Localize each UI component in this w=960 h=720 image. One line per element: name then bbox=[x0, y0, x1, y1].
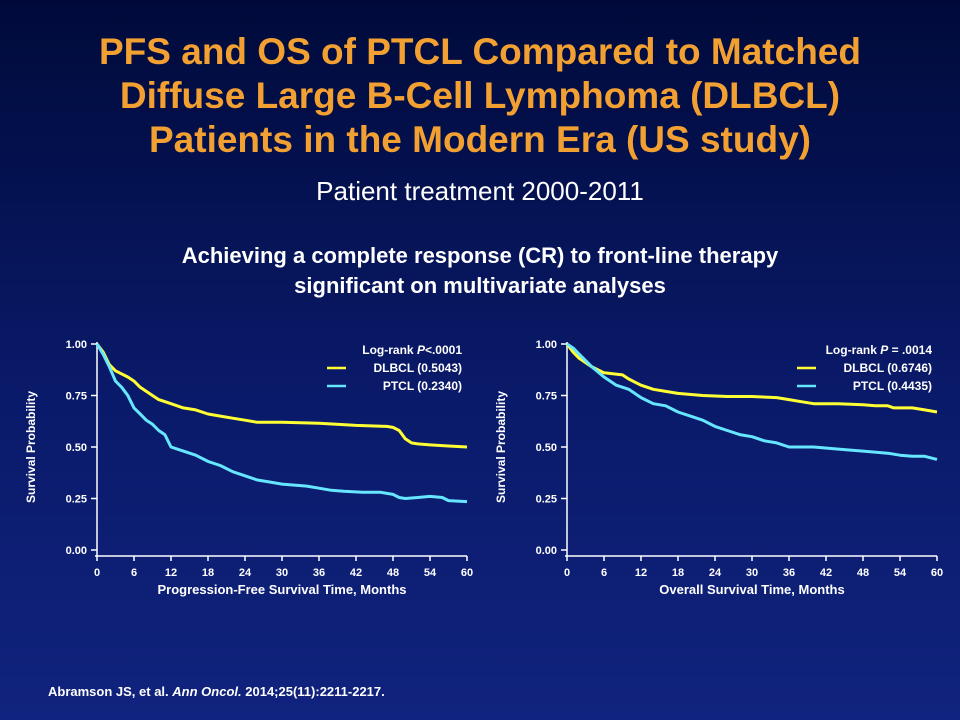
y-tick-label: 1.00 bbox=[66, 339, 87, 351]
y-tick-label: 0.50 bbox=[536, 442, 557, 454]
x-tick-label: 6 bbox=[131, 567, 137, 579]
citation-details: 2014;25(11):2211-2217. bbox=[245, 684, 385, 699]
citation-authors: Abramson JS, et al. bbox=[48, 684, 169, 699]
x-axis-label: Progression-Free Survival Time, Months bbox=[158, 582, 407, 597]
x-tick-label: 30 bbox=[276, 567, 288, 579]
y-tick-label: 0.75 bbox=[66, 391, 87, 403]
slide-subtitle: Patient treatment 2000-2011 bbox=[316, 176, 644, 206]
legend-entry: PTCL (0.2340) bbox=[383, 379, 462, 393]
x-tick-label: 12 bbox=[635, 567, 647, 579]
x-tick-label: 42 bbox=[350, 567, 362, 579]
y-tick-label: 1.00 bbox=[536, 339, 557, 351]
y-tick-label: 0.50 bbox=[66, 442, 87, 454]
x-tick-label: 48 bbox=[857, 567, 869, 579]
x-tick-label: 18 bbox=[672, 567, 684, 579]
x-tick-label: 24 bbox=[709, 567, 722, 579]
x-tick-label: 24 bbox=[239, 567, 252, 579]
title-line-2: Diffuse Large B-Cell Lymphoma (DLBCL) bbox=[119, 75, 841, 116]
y-axis-label: Survival Probability bbox=[24, 391, 38, 503]
y-tick-label: 0.25 bbox=[536, 494, 557, 506]
x-tick-label: 30 bbox=[746, 567, 758, 579]
note-line-1: Achieving a complete response (CR) to fr… bbox=[181, 243, 779, 268]
x-tick-label: 42 bbox=[820, 567, 832, 579]
legend-title: Log-rank P = .0014 bbox=[826, 343, 933, 357]
x-tick-label: 36 bbox=[783, 567, 795, 579]
x-tick-label: 48 bbox=[387, 567, 399, 579]
legend-entry: PTCL (0.4435) bbox=[853, 379, 932, 393]
citation-journal: Ann Oncol. bbox=[172, 684, 242, 699]
series-line-ptcl bbox=[95, 343, 468, 504]
y-tick-label: 0.00 bbox=[536, 545, 557, 557]
citation: Abramson JS, et al. Ann Oncol. 2014;25(1… bbox=[48, 684, 385, 699]
multivariate-note: Achieving a complete response (CR) to fr… bbox=[0, 241, 960, 301]
x-tick-label: 54 bbox=[894, 567, 907, 579]
x-tick-label: 18 bbox=[202, 567, 214, 579]
title-line-3: Patients in the Modern Era (US study) bbox=[149, 119, 811, 160]
y-tick-label: 0.75 bbox=[536, 391, 557, 403]
os-chart: 0.00 0.25 0.50 0.75 1.00 0 6 12 18 24 30 36 42 48 54 60… bbox=[494, 339, 943, 597]
legend-title: Log-rank P<.0001 bbox=[362, 343, 462, 357]
legend-entry: DLBCL (0.5043) bbox=[374, 361, 462, 375]
x-axis-label: Overall Survival Time, Months bbox=[659, 582, 844, 597]
legend-entry: DLBCL (0.6746) bbox=[844, 361, 932, 375]
x-tick-label: 60 bbox=[931, 567, 943, 579]
x-tick-label: 54 bbox=[424, 567, 437, 579]
y-tick-label: 0.25 bbox=[66, 494, 87, 506]
title-line-1: PFS and OS of PTCL Compared to Matched bbox=[99, 31, 861, 72]
x-tick-label: 6 bbox=[601, 567, 607, 579]
y-axis-label: Survival Probability bbox=[494, 391, 508, 503]
pfs-chart: 0.00 0.25 0.50 0.75 1.00 0 6 12 18 24 30 36 42 48 54 60… bbox=[24, 339, 473, 597]
series-line-dlbcl bbox=[565, 343, 938, 414]
x-tick-label: 0 bbox=[564, 567, 570, 579]
series-line-ptcl bbox=[566, 342, 938, 461]
x-tick-label: 12 bbox=[165, 567, 177, 579]
slide-title: PFS and OS of PTCL Compared to Matched D… bbox=[0, 30, 960, 162]
x-tick-label: 60 bbox=[461, 567, 473, 579]
note-line-2: significant on multivariate analyses bbox=[294, 273, 666, 298]
x-tick-label: 0 bbox=[94, 567, 100, 579]
x-tick-label: 36 bbox=[313, 567, 325, 579]
series-line-dlbcl bbox=[95, 343, 468, 449]
y-tick-label: 0.00 bbox=[66, 545, 87, 557]
